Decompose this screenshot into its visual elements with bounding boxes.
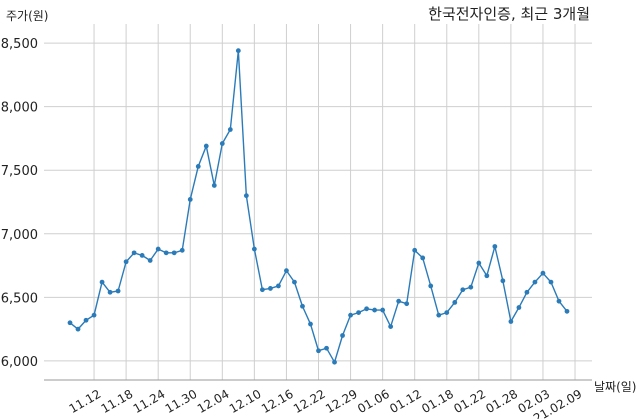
- y-tick-label: 6,000: [1, 355, 38, 370]
- data-point: [484, 273, 490, 279]
- x-axis-title: 날짜(일): [594, 380, 636, 394]
- data-point: [428, 283, 434, 289]
- x-tick-label: 11.24: [131, 387, 168, 416]
- data-point: [99, 279, 105, 285]
- data-point: [211, 183, 217, 188]
- x-tick-label: 12.04: [195, 387, 232, 416]
- data-point: [147, 258, 153, 263]
- data-point: [460, 287, 466, 293]
- y-tick-label: 7,000: [1, 228, 38, 243]
- x-tick-label: 12.10: [227, 387, 264, 416]
- data-point: [115, 288, 121, 294]
- data-point: [155, 246, 161, 252]
- x-tick-label: 01.18: [419, 387, 456, 416]
- x-tick-label: 12.16: [259, 387, 296, 416]
- data-point: [300, 303, 305, 309]
- data-point: [187, 197, 193, 202]
- data-point: [516, 305, 522, 310]
- data-point: [268, 286, 273, 291]
- data-point: [468, 284, 474, 290]
- data-point: [171, 250, 177, 256]
- series: [67, 48, 570, 365]
- data-point: [123, 259, 129, 265]
- data-point: [107, 289, 113, 295]
- data-point: [356, 310, 361, 316]
- chart-title: 한국전자인증, 최근 3개월: [428, 5, 590, 23]
- data-point: [276, 283, 281, 289]
- data-point: [404, 301, 410, 307]
- data-point: [308, 321, 313, 327]
- data-point: [324, 345, 329, 351]
- y-tick-label: 7,500: [1, 164, 38, 179]
- data-point: [179, 247, 185, 253]
- x-tick-label: 11.12: [67, 387, 104, 416]
- data-point: [372, 307, 378, 313]
- data-point: [203, 143, 209, 149]
- x-tick-label: 01.22: [451, 387, 488, 416]
- data-point: [340, 333, 345, 338]
- data-point: [139, 253, 145, 258]
- data-point: [195, 164, 201, 169]
- data-point: [243, 193, 249, 199]
- data-point: [284, 268, 289, 274]
- data-point: [292, 279, 297, 285]
- data-point: [492, 244, 498, 249]
- data-point: [251, 246, 257, 252]
- data-point: [548, 279, 554, 285]
- x-tick-label: 11.18: [99, 387, 136, 416]
- y-axis-title: 주가(원): [6, 9, 48, 23]
- tick-labels: 6,000 6,500 7,000 7,500 8,000 8,500 11.1211.18…: [1, 37, 585, 419]
- data-point: [364, 306, 369, 312]
- data-point: [396, 298, 402, 304]
- data-point: [219, 141, 225, 146]
- data-point: [235, 48, 241, 54]
- data-point: [316, 348, 321, 354]
- x-tick-label: 12.29: [323, 387, 360, 416]
- y-tick-label: 8,500: [1, 37, 38, 52]
- y-tick-label: 6,500: [1, 291, 38, 306]
- data-point: [67, 320, 73, 326]
- x-tick-label: 01.12: [387, 387, 424, 416]
- data-point: [131, 250, 137, 256]
- data-point: [75, 326, 81, 332]
- data-point: [259, 287, 265, 293]
- data-point: [556, 298, 562, 304]
- data-point: [452, 300, 458, 305]
- data-point: [444, 310, 450, 316]
- data-point: [540, 270, 546, 276]
- data-point: [476, 260, 482, 266]
- data-point: [83, 317, 89, 323]
- data-point: [500, 278, 506, 284]
- data-point: [532, 279, 538, 285]
- data-point: [436, 312, 442, 318]
- grid: [44, 24, 592, 380]
- data-point: [227, 127, 233, 132]
- data-point: [388, 324, 394, 329]
- data-point: [412, 247, 418, 253]
- data-point: [508, 319, 514, 324]
- x-tick-label: 11.30: [163, 387, 200, 416]
- x-tick-label: 01.06: [355, 387, 392, 416]
- data-point: [380, 307, 386, 313]
- x-tick-label: 01.28: [483, 387, 520, 416]
- data-point: [348, 312, 353, 318]
- data-point: [564, 308, 570, 314]
- data-point: [163, 250, 169, 256]
- data-point: [420, 255, 426, 261]
- data-point: [524, 289, 530, 295]
- data-point: [91, 312, 97, 318]
- y-tick-label: 8,000: [1, 101, 38, 116]
- data-point: [332, 359, 337, 365]
- x-tick-label: 12.22: [291, 387, 328, 416]
